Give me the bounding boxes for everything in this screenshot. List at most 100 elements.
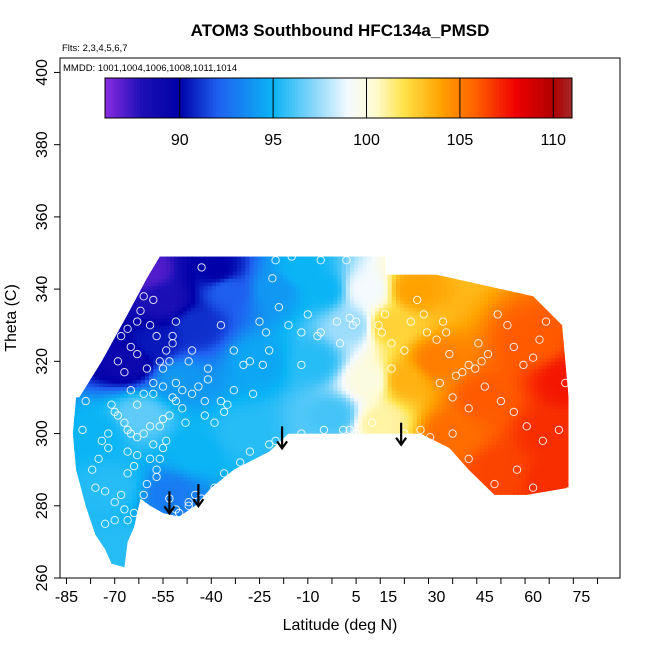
heatmap-cell (78, 292, 83, 297)
heatmap-cell (119, 513, 125, 518)
heatmap-cell (86, 368, 92, 373)
heatmap-cell (287, 487, 292, 492)
heatmap-cell (203, 271, 209, 276)
heatmap-cell (287, 419, 292, 424)
heatmap-cell (132, 411, 138, 417)
heatmap-cell (270, 364, 276, 370)
heatmap-cell (111, 361, 117, 366)
heatmap-cell (283, 563, 288, 568)
heatmap-cell (111, 433, 117, 438)
heatmap-cell (237, 455, 242, 460)
heatmap-cell (216, 563, 221, 568)
heatmap-cell (78, 318, 83, 323)
heatmap-cell (78, 411, 83, 417)
heatmap-cell (136, 541, 142, 547)
heatmap-cell (78, 538, 83, 543)
heatmap-cell (158, 249, 163, 253)
heatmap-cell (266, 314, 272, 319)
heatmap-cell (82, 281, 87, 287)
heatmap-cell (274, 502, 280, 507)
heatmap-cell (283, 278, 288, 283)
heatmap-cell (98, 494, 104, 500)
heatmap-cell (278, 538, 284, 543)
heatmap-cell (257, 466, 263, 471)
heatmap-cell (274, 364, 280, 370)
heatmap-cell (203, 538, 209, 543)
heatmap-cell (291, 419, 297, 424)
heatmap-cell (136, 328, 142, 333)
heatmap-cell (203, 549, 209, 554)
heatmap-cell (295, 466, 301, 471)
heatmap-cell (174, 538, 180, 543)
heatmap-cell (287, 285, 292, 290)
heatmap-cell (203, 476, 209, 482)
heatmap-cell (174, 480, 180, 485)
heatmap-cell (266, 411, 272, 417)
heatmap-cell (115, 419, 121, 424)
heatmap-cell (270, 466, 276, 471)
heatmap-cell (145, 321, 150, 326)
heatmap-cell (291, 390, 297, 395)
heatmap-cell (228, 448, 234, 453)
heatmap-cell (107, 285, 113, 290)
heatmap-cell (299, 473, 305, 478)
heatmap-cell (195, 271, 200, 276)
heatmap-cell (224, 541, 230, 547)
heatmap-cell (111, 559, 117, 565)
heatmap-cell (207, 285, 213, 290)
heatmap-cell (241, 541, 246, 547)
heatmap-cell (295, 310, 301, 315)
heatmap-cell (178, 296, 184, 301)
heatmap-cell (157, 361, 163, 366)
heatmap-cell (245, 256, 251, 261)
heatmap-cell (253, 328, 259, 333)
heatmap-cell (78, 520, 83, 525)
heatmap-cell (278, 462, 284, 467)
heatmap-cell (119, 494, 125, 500)
heatmap-cell (82, 368, 87, 373)
heatmap-cell (253, 408, 259, 413)
heatmap-cell (249, 390, 255, 395)
heatmap-cell (182, 285, 188, 290)
heatmap-cell (249, 343, 255, 348)
heatmap-cell (107, 346, 113, 352)
heatmap-cell (211, 321, 217, 326)
heatmap-cell (257, 401, 263, 406)
heatmap-cell (132, 383, 138, 388)
heatmap-cell (174, 263, 180, 268)
heatmap-cell (73, 520, 79, 525)
heatmap-cell (245, 494, 251, 500)
heatmap-cell (291, 354, 297, 359)
heatmap-cell (86, 354, 92, 359)
heatmap-cell (90, 314, 96, 319)
heatmap-cell (257, 458, 263, 463)
heatmap-cell (107, 372, 113, 377)
heatmap-cell (165, 336, 171, 341)
heatmap-cell (128, 346, 133, 352)
heatmap-cell (153, 256, 159, 261)
heatmap-cell (136, 534, 142, 539)
heatmap-cell (203, 451, 209, 456)
heatmap-cell (195, 458, 200, 463)
heatmap-cell (233, 249, 238, 253)
heatmap-cell (73, 368, 79, 373)
heatmap-cell (170, 314, 175, 319)
heatmap-cell (94, 552, 100, 557)
heatmap-field (72, 249, 569, 571)
heatmap-cell (203, 267, 209, 272)
heatmap-cell (291, 534, 297, 539)
heatmap-cell (250, 567, 255, 571)
heatmap-cell (253, 310, 259, 315)
heatmap-cell (283, 448, 288, 453)
heatmap-cell (145, 318, 150, 323)
heatmap-cell (124, 491, 129, 496)
heatmap-cell (283, 368, 288, 373)
heatmap-cell (274, 451, 280, 456)
heatmap-cell (140, 368, 146, 373)
heatmap-cell (73, 534, 79, 539)
heatmap-cell (262, 354, 267, 359)
heatmap-cell (174, 354, 180, 359)
heatmap-cell (174, 285, 180, 290)
heatmap-cell (211, 383, 217, 388)
heatmap-cell (186, 455, 192, 460)
